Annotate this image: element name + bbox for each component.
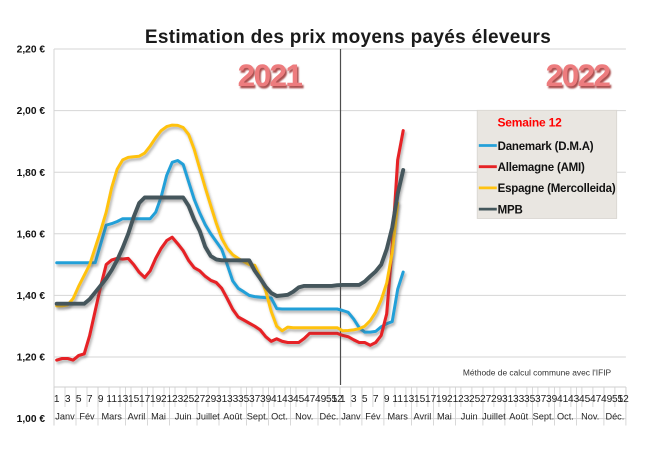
svg-text:33: 33 — [227, 394, 239, 405]
svg-text:1: 1 — [340, 394, 346, 405]
svg-text:Juin: Juin — [175, 412, 192, 422]
svg-text:Danemark (D.M.A): Danemark (D.M.A) — [498, 141, 594, 153]
svg-text:Espagne (Mercolleida): Espagne (Mercolleida) — [498, 183, 616, 195]
svg-text:Déc.: Déc. — [320, 412, 339, 422]
svg-text:1,40 €: 1,40 € — [17, 291, 46, 302]
svg-text:39: 39 — [546, 394, 558, 405]
svg-text:Oct.: Oct. — [271, 412, 288, 422]
svg-text:15: 15 — [128, 394, 140, 405]
svg-text:45: 45 — [293, 394, 305, 405]
svg-text:3: 3 — [65, 394, 71, 405]
svg-text:41: 41 — [271, 394, 283, 405]
svg-text:1,20 €: 1,20 € — [17, 353, 46, 364]
svg-text:13: 13 — [403, 394, 415, 405]
svg-text:Fév: Fév — [79, 412, 95, 422]
svg-text:1: 1 — [54, 394, 60, 405]
svg-text:27: 27 — [194, 394, 206, 405]
svg-text:2,00 €: 2,00 € — [17, 106, 46, 117]
svg-text:Août: Août — [223, 412, 242, 422]
svg-text:2,20 €: 2,20 € — [17, 45, 46, 56]
svg-text:33: 33 — [513, 394, 525, 405]
svg-text:Janv: Janv — [341, 412, 361, 422]
svg-text:19: 19 — [150, 394, 162, 405]
svg-text:Janv: Janv — [55, 412, 75, 422]
svg-text:43: 43 — [568, 394, 580, 405]
svg-text:31: 31 — [502, 394, 514, 405]
svg-text:Allemagne (AMI): Allemagne (AMI) — [498, 162, 585, 174]
svg-text:25: 25 — [469, 394, 481, 405]
svg-text:23: 23 — [458, 394, 470, 405]
svg-text:15: 15 — [414, 394, 426, 405]
svg-text:49: 49 — [601, 394, 613, 405]
svg-text:49: 49 — [315, 394, 327, 405]
svg-text:Mars: Mars — [387, 412, 408, 422]
svg-text:Juin: Juin — [461, 412, 478, 422]
svg-text:5: 5 — [76, 394, 82, 405]
svg-text:Sept.: Sept. — [247, 412, 268, 422]
svg-text:51: 51 — [612, 394, 624, 405]
svg-text:Mai: Mai — [437, 412, 452, 422]
svg-text:2021: 2021 — [238, 57, 303, 93]
svg-text:52: 52 — [332, 394, 344, 405]
svg-text:Août: Août — [509, 412, 528, 422]
svg-text:27: 27 — [480, 394, 492, 405]
svg-text:11: 11 — [392, 394, 403, 405]
svg-text:19: 19 — [436, 394, 448, 405]
svg-text:35: 35 — [524, 394, 536, 405]
svg-text:17: 17 — [425, 394, 437, 405]
svg-text:Juillet: Juillet — [196, 412, 220, 422]
svg-text:45: 45 — [579, 394, 591, 405]
svg-text:3: 3 — [351, 394, 357, 405]
svg-text:47: 47 — [304, 394, 316, 405]
svg-text:41: 41 — [557, 394, 569, 405]
svg-text:Fév: Fév — [365, 412, 381, 422]
svg-text:1,80 €: 1,80 € — [17, 168, 46, 179]
svg-text:Mai: Mai — [151, 412, 166, 422]
svg-text:13: 13 — [117, 394, 129, 405]
svg-text:Nov.: Nov. — [581, 412, 599, 422]
svg-text:Nov.: Nov. — [295, 412, 313, 422]
svg-text:Avril: Avril — [414, 412, 432, 422]
svg-text:31: 31 — [216, 394, 228, 405]
svg-text:Méthode de calcul commune avec: Méthode de calcul commune avec l'IFIP — [463, 368, 612, 378]
svg-text:35: 35 — [238, 394, 250, 405]
svg-text:43: 43 — [282, 394, 294, 405]
svg-text:1,60 €: 1,60 € — [17, 229, 46, 240]
svg-text:23: 23 — [172, 394, 184, 405]
svg-text:9: 9 — [384, 394, 390, 405]
svg-text:37: 37 — [249, 394, 261, 405]
svg-text:11: 11 — [106, 394, 117, 405]
svg-text:7: 7 — [87, 394, 93, 405]
svg-text:51: 51 — [326, 394, 338, 405]
svg-text:21: 21 — [447, 394, 459, 405]
svg-text:9: 9 — [98, 394, 104, 405]
svg-text:39: 39 — [260, 394, 272, 405]
svg-text:7: 7 — [373, 394, 379, 405]
svg-text:MPB: MPB — [498, 204, 523, 216]
svg-text:Mars: Mars — [101, 412, 122, 422]
svg-text:Déc.: Déc. — [605, 412, 624, 422]
svg-text:25: 25 — [183, 394, 195, 405]
svg-text:17: 17 — [139, 394, 151, 405]
svg-text:5: 5 — [362, 394, 368, 405]
svg-text:Juillet: Juillet — [482, 412, 506, 422]
svg-text:Avril: Avril — [128, 412, 146, 422]
svg-text:Estimation des prix moyens pay: Estimation des prix moyens payés éleveur… — [145, 27, 551, 48]
svg-text:47: 47 — [590, 394, 602, 405]
svg-text:Oct.: Oct. — [557, 412, 574, 422]
svg-text:2022: 2022 — [546, 57, 611, 93]
svg-text:29: 29 — [491, 394, 503, 405]
svg-text:37: 37 — [535, 394, 547, 405]
svg-text:21: 21 — [161, 394, 173, 405]
svg-text:29: 29 — [205, 394, 217, 405]
svg-text:52: 52 — [618, 394, 630, 405]
svg-text:Sept.: Sept. — [533, 412, 554, 422]
svg-text:1,00 €: 1,00 € — [17, 414, 46, 425]
svg-text:Semaine 12: Semaine 12 — [498, 116, 563, 130]
